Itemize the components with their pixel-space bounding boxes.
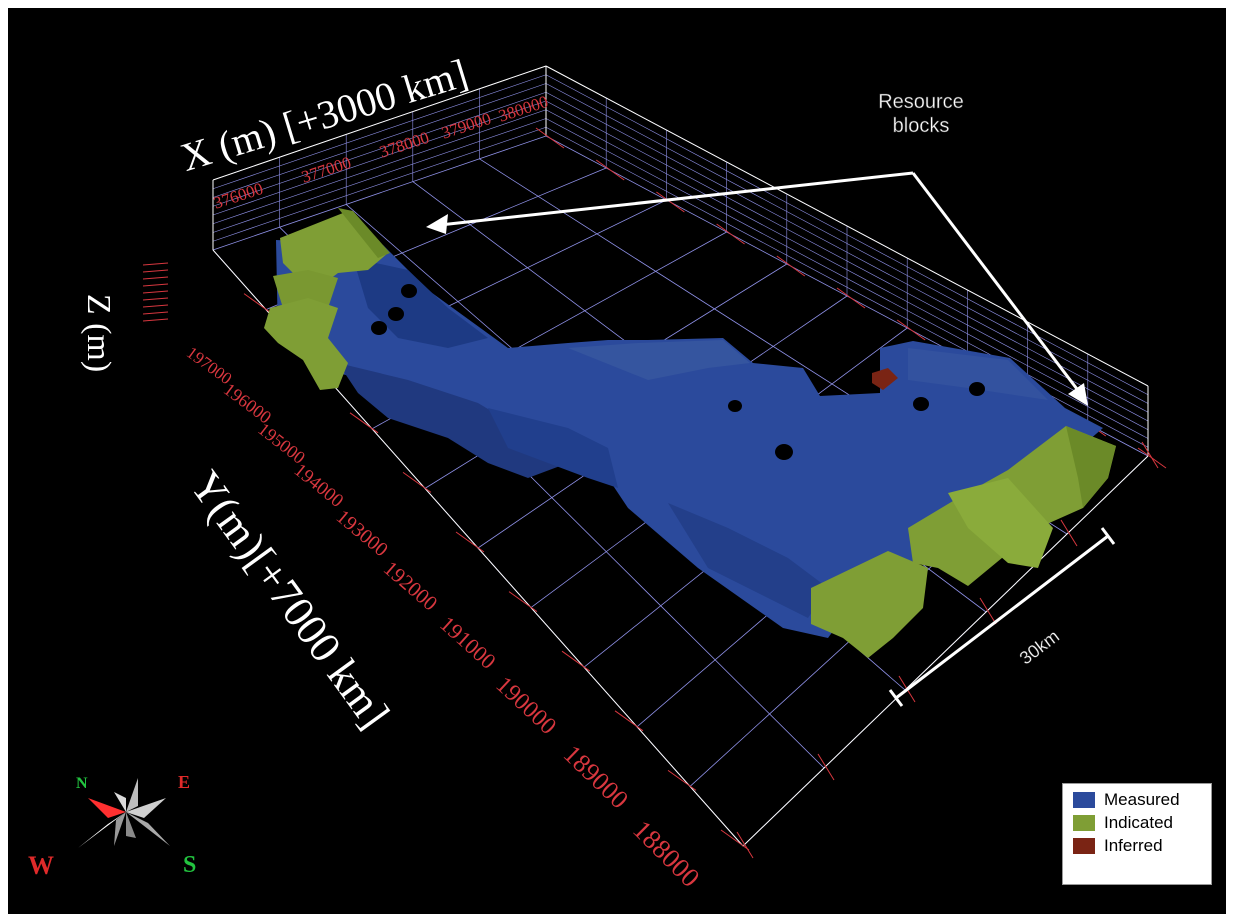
legend-item-inferred: Inferred <box>1073 834 1211 857</box>
measured-shadow-south <box>338 363 568 478</box>
y-tick-label: 192000 <box>379 556 442 615</box>
y-tick-mark <box>667 769 697 791</box>
drillhole-marker <box>969 382 985 396</box>
y-tick-label: 193000 <box>332 506 392 561</box>
drillhole-marker <box>728 400 742 412</box>
indicated-south <box>811 551 928 658</box>
x-tick-label: 376000 <box>211 179 265 213</box>
wall-grid-line <box>212 100 547 216</box>
wall-grid-line <box>212 83 547 198</box>
legend-swatch <box>1073 814 1095 831</box>
annotation-line-2: blocks <box>893 115 950 137</box>
measured-top-centre <box>568 340 750 380</box>
measured-step-2 <box>668 503 828 618</box>
y-axis-title: Y(m)[+7000 km] <box>180 462 399 737</box>
drillhole-marker <box>388 307 404 321</box>
wall-grid-line <box>212 118 547 233</box>
wall-grid-line <box>212 74 547 190</box>
inferred-block <box>872 368 898 390</box>
east-tick-mark <box>836 287 866 309</box>
measured-step-1 <box>488 408 618 488</box>
z-axis-ticks <box>142 262 169 322</box>
legend-item-measured: Measured <box>1073 788 1211 811</box>
box-edge <box>742 455 1149 847</box>
box-edge <box>212 65 547 181</box>
east-tick-mark <box>716 223 745 245</box>
z-axis-title: Z (m) <box>80 294 117 372</box>
annotation-line-1: Resource <box>878 91 964 113</box>
y-tick-mark <box>720 829 750 851</box>
east-tick-mark <box>776 255 806 277</box>
x-tick-label: 379000 <box>439 109 493 143</box>
legend-item-indicated: Indicated <box>1073 811 1211 834</box>
legend: Measured Indicated Inferred <box>1062 783 1212 885</box>
measured-top-east <box>908 348 1048 400</box>
y-tick-label: 188000 <box>627 814 705 892</box>
compass-n: N <box>76 775 88 792</box>
x-tick-label: 380000 <box>496 92 550 126</box>
drillhole-marker <box>401 284 417 298</box>
wall-grid-line <box>212 126 547 242</box>
indicated-east-edge <box>1066 426 1116 508</box>
annotation-arrowhead-left <box>426 214 448 234</box>
y-tick-label: 195000 <box>254 419 309 468</box>
south-tick-mark <box>979 597 997 625</box>
3d-viewport[interactable]: X (m) [+3000 km] Y(m)[+7000 km] Z (m) 37… <box>8 8 1226 914</box>
annotation-arrow-line-right <box>911 172 1082 394</box>
compass-s: S <box>183 852 196 878</box>
drillhole-marker <box>913 397 929 411</box>
box-edge <box>545 65 1149 387</box>
measured-shadow-west <box>353 258 488 348</box>
east-tick-mark <box>656 191 685 213</box>
measured-blocks <box>276 240 1103 638</box>
compass-w: W <box>28 851 54 880</box>
wall-grid-line <box>212 91 547 207</box>
indicated-blocks <box>264 208 1116 658</box>
y-tick-mark <box>455 531 485 553</box>
legend-label: Inferred <box>1104 835 1163 855</box>
east-tick-mark <box>896 319 926 341</box>
y-tick-mark <box>614 710 644 732</box>
indicated-east-2 <box>948 478 1053 568</box>
scale-bar-label: 30km <box>1016 626 1063 668</box>
y-tick-mark <box>243 293 273 315</box>
drillhole-marker <box>371 321 387 335</box>
south-tick-mark <box>736 831 754 859</box>
wall-grid-line <box>212 109 547 225</box>
east-tick-mark <box>535 127 565 149</box>
annotation-arrow-line-left <box>439 171 914 227</box>
y-tick-label: 190000 <box>491 672 561 740</box>
legend-swatch <box>1073 791 1095 808</box>
y-tick-mark <box>508 591 538 613</box>
drillhole-marker <box>775 444 793 460</box>
annotation-arrowhead-right <box>1068 383 1088 406</box>
indicated-nw-edge <box>338 208 390 258</box>
y-tick-label: 194000 <box>290 460 348 512</box>
y-tick-label: 191000 <box>435 611 501 674</box>
y-tick-mark <box>349 412 379 434</box>
legend-label: Indicated <box>1104 812 1173 832</box>
compass-e: E <box>178 772 190 792</box>
east-tick-mark <box>595 159 625 181</box>
y-tick-label: 197000 <box>183 343 235 388</box>
drillhole-markers <box>371 284 985 460</box>
resource-blocks-annotation: Resource blocks <box>426 91 1088 406</box>
indicated-nw-3 <box>264 298 348 390</box>
legend-label: Measured <box>1104 789 1180 809</box>
x-tick-label: 378000 <box>377 128 431 162</box>
indicated-nw-2 <box>273 270 338 313</box>
measured-main-body <box>276 240 1103 638</box>
south-tick-mark <box>1141 441 1159 469</box>
y-tick-mark <box>402 471 432 493</box>
y-tick-label: 189000 <box>558 739 634 814</box>
grid-line <box>212 135 547 251</box>
south-tick-mark <box>1060 519 1078 547</box>
compass-rose-icon: N E S W <box>28 772 196 880</box>
y-tick-mark <box>561 650 591 672</box>
legend-swatch <box>1073 837 1095 854</box>
south-tick-mark <box>817 753 835 781</box>
x-tick-label: 377000 <box>299 153 353 187</box>
block-model-view: X (m) [+3000 km] Y(m)[+7000 km] Z (m) 37… <box>28 50 1167 893</box>
